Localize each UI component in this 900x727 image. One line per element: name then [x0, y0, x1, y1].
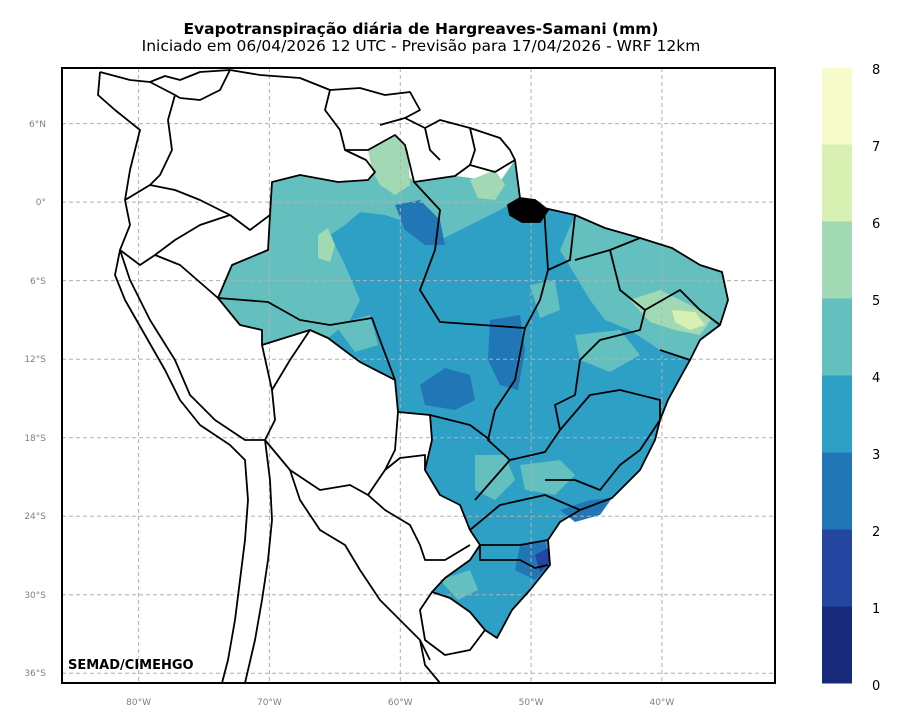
lat-tick-label: 6°S [30, 277, 46, 287]
state-border-minas [545, 389, 661, 491]
field-level-5-roraima [368, 135, 410, 195]
state-border-ms [429, 414, 491, 441]
map-title: Evapotranspiração diária de Hargreaves-S… [183, 20, 659, 38]
map-subtitle: Iniciado em 06/04/2026 12 UTC - Previsão… [141, 37, 701, 55]
field-level-4-north [218, 160, 520, 345]
map-area [62, 68, 775, 683]
border-ecuador [119, 184, 231, 266]
lat-tick-label: 36°S [24, 669, 46, 679]
state-border-amazonas-para [413, 181, 526, 329]
colorbar [822, 67, 852, 684]
lat-tick-label: 18°S [24, 434, 46, 444]
state-border-sp-pr [469, 459, 581, 546]
lon-tick-label: 40°W [649, 698, 674, 708]
coast-pacific [97, 71, 249, 683]
lat-tick-label: 12°S [24, 355, 46, 365]
colorbar-label: 6 [872, 217, 880, 232]
colorbar-segment-2-3 [822, 452, 852, 530]
state-border-northeast [574, 237, 721, 361]
field-level-4-central-3 [530, 280, 560, 318]
field-level-4-south-2 [520, 460, 575, 495]
border-bolivia [264, 329, 399, 496]
lon-tick-label: 50°W [519, 698, 544, 708]
latitude-tick-labels: 6°N 0° 6°S 12°S 18°S 24°S 30°S 36°S [24, 120, 46, 679]
border-uruguay [419, 591, 486, 656]
field-level-5-amazonas [318, 228, 335, 262]
colorbar-segment-4-5 [822, 298, 852, 376]
brazil-outline [217, 134, 729, 639]
colorbar-segment-1-2 [822, 529, 852, 607]
colorbar-label: 2 [872, 525, 880, 540]
lat-tick-label: 6°N [29, 120, 46, 130]
colorbar-segment-3-4 [822, 375, 852, 453]
state-border-matogrosso-goias [487, 327, 581, 461]
border-paraguay [367, 454, 471, 561]
field-level-6-northeast [672, 310, 705, 330]
longitude-tick-labels: 80°W 70°W 60°W 50°W 40°W [126, 698, 674, 708]
credit-label: SEMAD/CIMEHGO [68, 658, 194, 673]
border-chile-argentina [244, 439, 431, 683]
map-frame [61, 67, 776, 684]
colorbar-label: 4 [872, 371, 880, 386]
colorbar-label: 0 [872, 679, 880, 694]
lat-tick-label: 0° [36, 198, 46, 208]
lat-tick-label: 24°S [24, 512, 46, 522]
field-level-1-coast [535, 548, 550, 572]
lon-tick-label: 60°W [388, 698, 413, 708]
border-guianas [379, 117, 516, 166]
field-level-5-amapa [470, 170, 505, 200]
lon-tick-label: 70°W [257, 698, 282, 708]
coast-argentina [419, 639, 441, 683]
field-level-4-central-1 [335, 315, 378, 352]
border-venezuela [229, 69, 421, 151]
field-level-4-central-2 [575, 330, 640, 372]
field-level-2-amazon [395, 200, 445, 245]
colorbar-label: 7 [872, 140, 880, 155]
state-border-sc-rs [479, 545, 549, 569]
colorbar-segment-6-7 [822, 144, 852, 222]
colorbar-segment-7-8 [822, 67, 852, 145]
coast-caribbean [149, 69, 231, 83]
colorbar-segment-0-1 [822, 606, 852, 684]
colorbar-label: 5 [872, 294, 880, 309]
marajo-island [507, 197, 549, 223]
state-border-tocantins [524, 207, 576, 329]
colorbar-label: 3 [872, 448, 880, 463]
field-level-2-central [488, 315, 525, 390]
colorbar-label: 8 [872, 63, 880, 78]
state-border-acre-rondonia [217, 297, 396, 381]
field-level-4-south-3 [440, 570, 478, 600]
colorbar-segment-5-6 [822, 221, 852, 299]
colorbar-labels: 0 1 2 3 4 5 6 7 8 [872, 63, 880, 694]
lat-tick-label: 30°S [24, 591, 46, 601]
border-peru [119, 249, 276, 441]
lon-tick-label: 80°W [126, 698, 151, 708]
map-gridlines [62, 68, 775, 683]
colorbar-label: 1 [872, 602, 880, 617]
political-borders [97, 69, 729, 683]
field-level-2-matogrosso [420, 368, 475, 410]
